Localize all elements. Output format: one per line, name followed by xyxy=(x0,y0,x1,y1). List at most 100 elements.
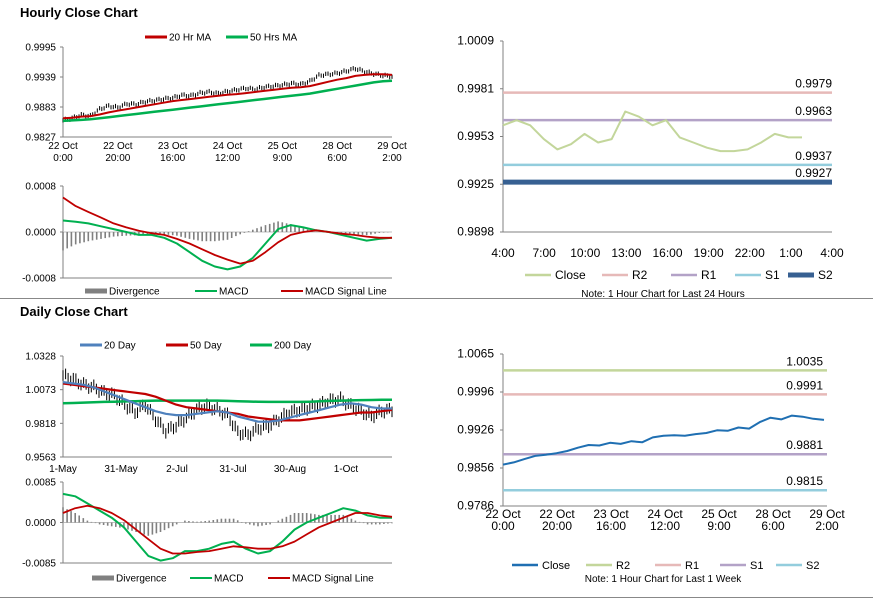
hourly-levels-y-tick-label: 1.0009 xyxy=(457,34,494,48)
hourly-macd-signal-line xyxy=(62,196,392,265)
daily-levels-legend-r1-label: R1 xyxy=(685,560,699,572)
daily-levels-x-tick-label-date: 22 Oct xyxy=(539,507,575,521)
daily-levels-x-tick-label-date: 28 Oct xyxy=(755,507,791,521)
hourly-levels-x-tick-label: 16:00 xyxy=(652,246,682,260)
daily-price-y-tick-label: 1.0328 xyxy=(25,352,56,363)
daily-levels-legend-close-label: Close xyxy=(542,560,570,572)
daily-levels-y-tick-label: 0.9856 xyxy=(457,461,494,475)
hourly-macd-y-tick-label: -0.0008 xyxy=(22,274,56,285)
hourly-levels-legend-r2-label: R2 xyxy=(632,268,648,282)
daily-macd-signal-line xyxy=(62,504,393,555)
hourly-price-x-tick-label-date: 23 Oct xyxy=(158,141,188,152)
hourly-price-ma20-line xyxy=(62,73,393,120)
daily-price-legend-20day-label: 20 Day xyxy=(104,341,136,352)
daily-price-x-tick-label: 31-May xyxy=(104,464,137,475)
daily-price-y-tick-label: 0.9563 xyxy=(25,453,56,464)
daily-price-x-tick-label: 1-May xyxy=(49,464,77,475)
hourly-price-x-tick-label-time: 2:00 xyxy=(382,153,402,164)
hourly-price-legend-20hr-label: 20 Hr MA xyxy=(169,33,212,44)
hourly-price-x-tick-label-date: 22 Oct xyxy=(48,141,78,152)
daily-levels-x-tick-label-date: 25 Oct xyxy=(701,507,737,521)
daily-macd-y-tick-label: 0.0000 xyxy=(25,518,56,529)
daily-price-x-tick-label: 31-Jul xyxy=(219,464,246,475)
hourly-levels-level-s2-label: 0.9927 xyxy=(795,166,832,180)
hourly-macd-legend-macd-label: MACD xyxy=(219,287,248,298)
hourly-levels-y-tick-label: 0.9981 xyxy=(457,81,494,95)
hourly-price-ma50-line xyxy=(62,79,393,123)
daily-levels-x-tick-label-time: 9:00 xyxy=(707,519,731,533)
daily-price-legend-200day-label: 200 Day xyxy=(274,341,311,352)
daily-macd-legend-macd-label: MACD xyxy=(214,574,243,585)
daily-levels-close-line xyxy=(502,414,825,466)
daily-levels-level-r2-label: 1.0035 xyxy=(786,354,823,368)
daily-levels-level-r1-label: 0.9991 xyxy=(786,378,823,392)
daily-levels-x-tick-label-date: 23 Oct xyxy=(593,507,629,521)
daily-section-title: Daily Close Chart xyxy=(20,304,128,319)
hourly-macd-legend-divergence-label: Divergence xyxy=(109,287,160,298)
hourly-section-title: Hourly Close Chart xyxy=(20,5,138,20)
hourly-levels-legend-s2-label: S2 xyxy=(818,268,833,282)
hourly-macd-y-tick-label: 0.0000 xyxy=(25,228,56,239)
daily-price-y-tick-label: 0.9818 xyxy=(25,419,56,430)
hourly-price-y-tick-label: 0.9995 xyxy=(25,43,56,54)
daily-levels-x-tick-label-date: 22 Oct xyxy=(485,507,521,521)
hourly-levels-x-tick-label: 22:00 xyxy=(735,246,765,260)
daily-price-ma20-line xyxy=(62,381,392,423)
hourly-macd-y-tick-label: 0.0008 xyxy=(25,182,56,193)
hourly-price-x-tick-label-time: 12:00 xyxy=(215,153,240,164)
daily-levels-legend-s1-label: S1 xyxy=(750,560,763,572)
hourly-levels-x-tick-label: 4:00 xyxy=(820,246,844,260)
daily-levels-legend-r2-label: R2 xyxy=(616,560,630,572)
daily-levels-x-tick-label-time: 6:00 xyxy=(761,519,785,533)
hourly-price-y-tick-label: 0.9827 xyxy=(25,133,56,144)
hourly-price-x-tick-label-date: 29 Oct xyxy=(377,141,407,152)
section-divider xyxy=(0,298,873,299)
daily-macd-y-tick-label: 0.0085 xyxy=(25,478,56,489)
daily-macd-y-tick-label: -0.0085 xyxy=(22,559,56,570)
hourly-levels-legend-close-label: Close xyxy=(555,268,586,282)
daily-levels-y-tick-label: 0.9926 xyxy=(457,423,494,437)
hourly-levels-note: Note: 1 Hour Chart for Last 24 Hours xyxy=(581,289,744,300)
daily-macd-legend-signal-label: MACD Signal Line xyxy=(292,574,374,585)
daily-price-ma200-line xyxy=(62,398,393,405)
hourly-price-y-tick-label: 0.9939 xyxy=(25,73,56,84)
hourly-levels-x-tick-label: 4:00 xyxy=(491,246,515,260)
hourly-levels-x-tick-label: 13:00 xyxy=(611,246,641,260)
hourly-levels-x-tick-label: 19:00 xyxy=(694,246,724,260)
hourly-levels-x-tick-label: 10:00 xyxy=(570,246,600,260)
hourly-levels-level-r1-label: 0.9963 xyxy=(795,104,832,118)
daily-levels-x-tick-label-time: 0:00 xyxy=(491,519,515,533)
daily-levels-note: Note: 1 Hour Chart for Last 1 Week xyxy=(585,574,743,585)
hourly-price-legend-50hr-label: 50 Hrs MA xyxy=(250,33,298,44)
hourly-levels-y-tick-label: 0.9925 xyxy=(457,177,494,191)
hourly-price-y-tick-label: 0.9883 xyxy=(25,103,56,114)
daily-price-x-tick-label: 30-Aug xyxy=(274,464,306,475)
daily-price-legend-50day-label: 50 Day xyxy=(190,341,222,352)
hourly-levels-y-tick-label: 0.9898 xyxy=(457,225,494,239)
daily-levels-y-tick-label: 1.0065 xyxy=(457,347,494,361)
hourly-levels-level-r2-label: 0.9979 xyxy=(795,77,832,91)
daily-macd-macd-line xyxy=(62,492,392,562)
hourly-levels-close-line xyxy=(502,110,802,153)
hourly-price-x-tick-label-time: 0:00 xyxy=(53,153,73,164)
daily-price-x-tick-label: 2-Jul xyxy=(166,464,188,475)
hourly-price-x-tick-label-time: 20:00 xyxy=(105,153,130,164)
daily-price-y-tick-label: 1.0073 xyxy=(25,385,56,396)
hourly-macd-macd-line xyxy=(62,219,393,271)
daily-macd-legend-divergence-label: Divergence xyxy=(116,574,167,585)
hourly-price-x-tick-label-date: 22 Oct xyxy=(103,141,133,152)
hourly-price-x-tick-label-time: 9:00 xyxy=(273,153,293,164)
hourly-levels-x-tick-label: 1:00 xyxy=(779,246,803,260)
hourly-levels-legend-r1-label: R1 xyxy=(701,268,717,282)
bottom-divider xyxy=(0,597,873,598)
hourly-levels-x-tick-label: 7:00 xyxy=(532,246,556,260)
daily-levels-x-tick-label-time: 20:00 xyxy=(542,519,572,533)
hourly-levels-y-tick-label: 0.9953 xyxy=(457,129,494,143)
daily-levels-y-tick-label: 0.9786 xyxy=(457,499,494,513)
hourly-price-x-tick-label-time: 6:00 xyxy=(327,153,347,164)
daily-levels-x-tick-label-date: 29 Oct xyxy=(809,507,845,521)
daily-levels-x-tick-label-time: 16:00 xyxy=(596,519,626,533)
daily-levels-level-s1-label: 0.9881 xyxy=(786,438,823,452)
hourly-price-x-tick-label-time: 16:00 xyxy=(160,153,185,164)
